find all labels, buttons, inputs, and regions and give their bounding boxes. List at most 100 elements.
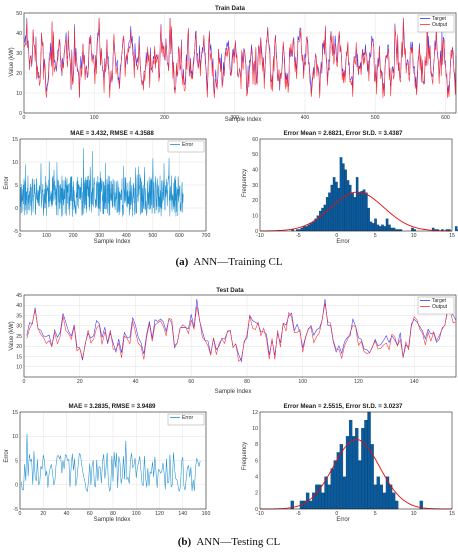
train-error-xtick-label: 200 (69, 233, 78, 239)
test-xlabel: Sample Index (215, 389, 252, 395)
train-error-ytick-label: 5 (15, 183, 18, 189)
train-xtick-label: 100 (90, 115, 99, 121)
test-hist-ytick-label: 4 (255, 474, 258, 480)
train-ylabel: Value (kW) (9, 47, 15, 76)
test-hist-ytick-label: 6 (255, 458, 258, 464)
test-xtick-label: 120 (354, 379, 363, 385)
train-xtick-label: 200 (160, 115, 169, 121)
svg-text:(b) ANN—Testing CL: (b) ANN—Testing CL (178, 536, 281, 548)
test-error-ytick-label: -5 (13, 507, 18, 513)
test-legend-label: Target (432, 298, 447, 304)
train-hist-ylabel: Frequency (242, 169, 248, 197)
test-ytick-label: 30 (16, 324, 22, 330)
train-legend-label: Output (432, 22, 448, 28)
train-error-xtick-label: 400 (122, 233, 131, 239)
test-hist-bar (391, 492, 396, 510)
train-error-ytick-label: -5 (13, 229, 18, 235)
test-hist-bar (336, 452, 340, 510)
test-hist-bar (358, 460, 362, 510)
test-ytick-label: 40 (16, 303, 22, 309)
train-hist-bar (323, 204, 327, 232)
train-error-legend-label: Error (182, 142, 193, 148)
train-hist-bar (367, 207, 370, 232)
train-ytick-label: 40 (16, 31, 22, 37)
test-hist-ytick-label: 10 (252, 426, 258, 432)
caption-a-letter: (a) (175, 256, 188, 268)
train-hist-bar (374, 218, 377, 232)
test-hist-bar (309, 500, 313, 510)
train-hist-bar (319, 210, 322, 232)
train-hist-bar (305, 226, 308, 232)
train-xlabel: Sample Index (225, 117, 262, 123)
train-hist-bar (353, 197, 357, 232)
test-hist-bar (361, 428, 365, 510)
test-hist-ytick-label: 0 (255, 507, 258, 513)
train-xtick-label: 600 (441, 115, 450, 121)
test-ytick-label: 45 (16, 293, 22, 299)
train-hist-ytick-label: 30 (252, 183, 258, 189)
test-error-ytick-label: 5 (15, 458, 18, 464)
test-legend (417, 296, 455, 315)
train-error-xtick-label: 500 (149, 233, 158, 239)
train-xtick-label: 300 (230, 115, 239, 121)
test-ylabel: Value (kW) (9, 321, 15, 350)
train-hist-xtick-label: 10 (411, 233, 417, 239)
test-hist-bar (373, 484, 377, 510)
test-error-ytick-label: 0 (15, 483, 18, 489)
test-hist-normal-fit-curve (259, 439, 453, 510)
train-ytick-label: 0 (19, 111, 22, 117)
train-error-axes-frame (19, 138, 207, 232)
train-hist-bar (381, 224, 384, 232)
test-hist-bar (315, 484, 319, 510)
train-xtick-label: 400 (301, 115, 310, 121)
test-xtick-label: 60 (188, 379, 194, 385)
train-ytick-label: 50 (16, 11, 22, 17)
test-hist-bar (367, 411, 371, 510)
train-hist-bar (376, 224, 380, 232)
train-error-series-error (19, 148, 184, 217)
train-error-ytick-label: 0 (15, 206, 18, 212)
train-ytick-label: 20 (16, 71, 22, 77)
test-hist-bar (321, 492, 325, 510)
test-series-output (26, 303, 457, 362)
test-hist-xtick-label: -10 (256, 511, 264, 517)
train-ytick-label: 30 (16, 51, 22, 57)
test-hist-xlabel: Error (336, 517, 349, 523)
test-axes-frame (23, 294, 457, 378)
test-error-legend-label: Error (182, 415, 193, 421)
train-error-xtick-label: 700 (202, 233, 211, 239)
test-hist-bar (348, 419, 353, 510)
train-hist-bar (369, 221, 373, 232)
test-hist-xtick-label: 10 (411, 511, 417, 517)
train-hist-bar (312, 221, 315, 232)
train-hist-ytick-label: 0 (255, 229, 258, 235)
train-error-ytick-label: 15 (12, 137, 18, 143)
train-hist-bar (351, 192, 354, 232)
test-ytick-label: 15 (16, 354, 22, 360)
test-hist-bar (330, 468, 334, 510)
train-hist-ytick-label: 60 (252, 137, 258, 143)
train-hist-bar (330, 184, 334, 232)
test-xtick-label: 40 (133, 379, 139, 385)
train-series-output (24, 17, 457, 99)
test-error-xtick-label: 100 (132, 511, 141, 517)
test-histogram: -10 -5 0 5 10 15 0 2 4 6 8 10 12 (252, 410, 455, 517)
train-hist-bar (328, 192, 331, 232)
train-hist-ytick-label: 40 (252, 167, 258, 173)
caption-a: (a) ANN—Training CL (175, 256, 282, 268)
train-hist-xtick-label: 5 (374, 233, 377, 239)
test-hist-bar (345, 436, 350, 510)
train-error-xtick-label: 600 (175, 233, 184, 239)
train-chart: 0 100 200 300 400 500 600 0 10 20 30 40 50 TargetOutp… (16, 11, 457, 121)
train-hist-bar (302, 226, 306, 232)
test-xtick-label: 80 (244, 379, 250, 385)
test-ytick-label: 20 (16, 344, 22, 350)
svg-text:(a) ANN—Training CL: (a) ANN—Training CL (175, 256, 282, 268)
train-error-xtick-label: 100 (42, 233, 51, 239)
train-hist-bar (362, 189, 366, 232)
train-hist-bar (383, 226, 387, 232)
